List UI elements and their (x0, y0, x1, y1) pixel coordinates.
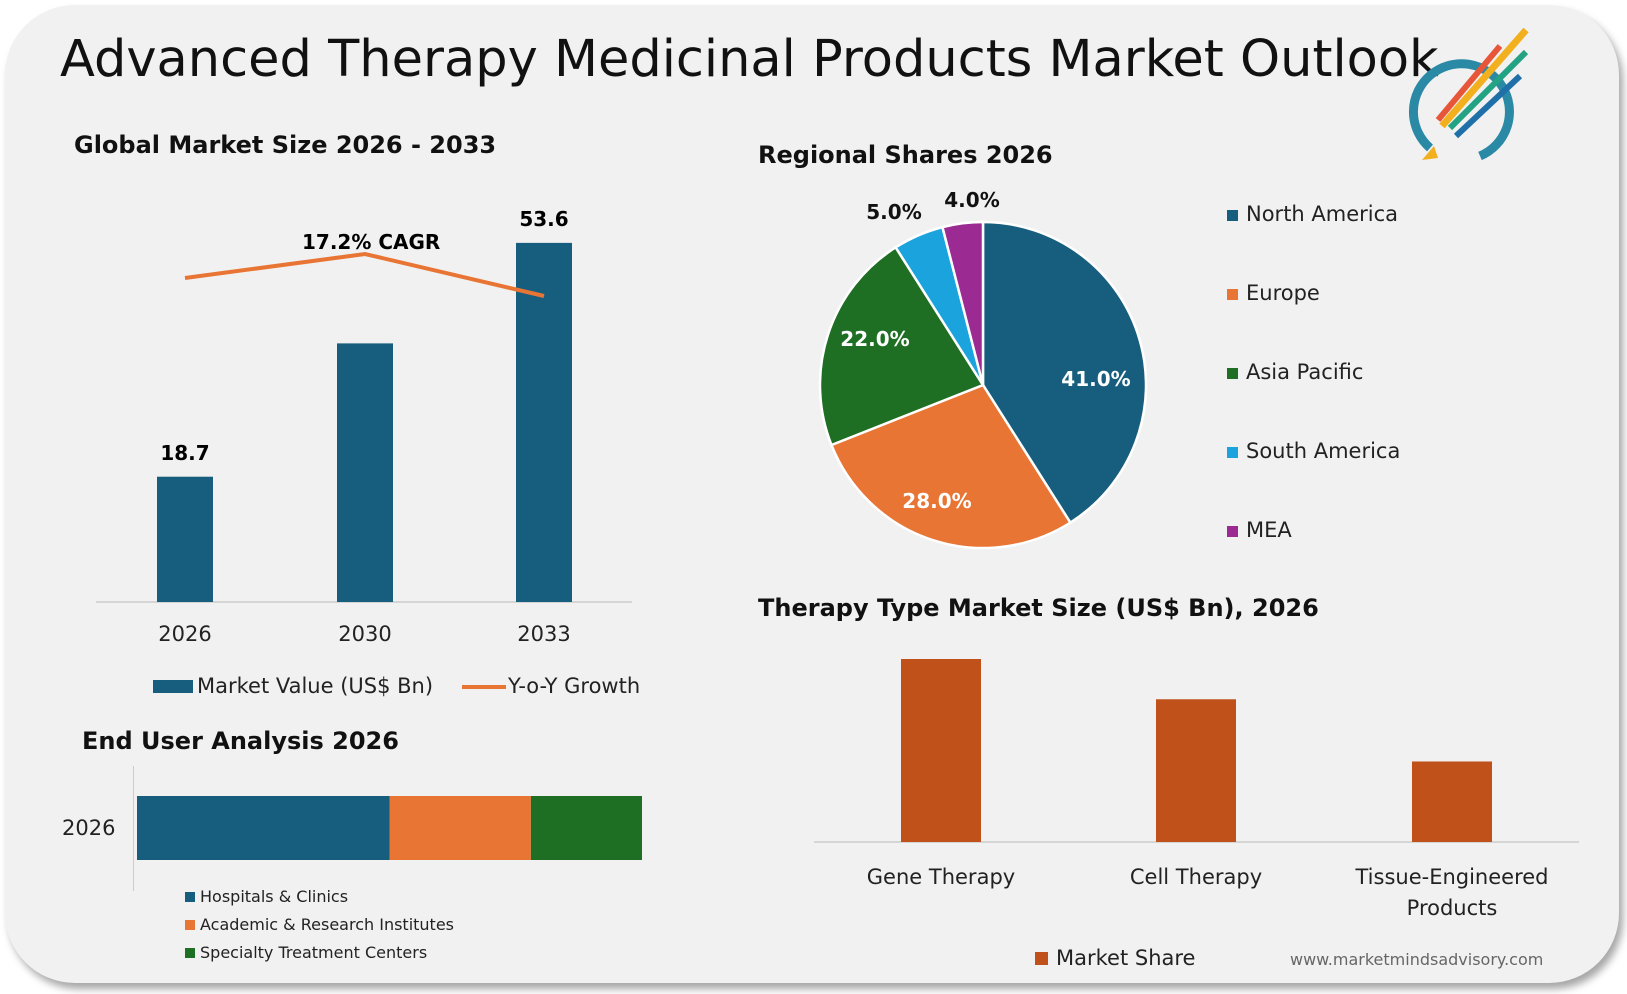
x-tick-label: Tissue-Engineered Products (1355, 865, 1549, 920)
legend-swatch (185, 920, 195, 930)
legend-swatch (1227, 526, 1238, 537)
bar-therapy (1156, 699, 1236, 842)
therapy-type-title: Therapy Type Market Size (US$ Bn), 2026 (758, 594, 1319, 622)
bar-therapy (901, 659, 981, 842)
x-tick-label: 2033 (517, 622, 571, 646)
bar-2026 (157, 476, 213, 602)
bar-2033 (516, 242, 572, 602)
y-axis-line (133, 766, 137, 891)
bar-segment (530, 796, 642, 860)
data-label: 22.0% (840, 327, 910, 351)
data-label: 4.0% (944, 188, 1000, 212)
bar-segment (137, 796, 390, 860)
legend-label: Specialty Treatment Centers (200, 943, 428, 962)
yoy-growth-line (184, 251, 545, 298)
regional-shares-title: Regional Shares 2026 (758, 141, 1053, 169)
legend-label: Academic & Research Institutes (200, 915, 454, 934)
website-url: www.marketmindsadvisory.com (1290, 950, 1544, 969)
pie-slice-asia-pacific (818, 245, 985, 447)
data-label: 41.0% (1061, 367, 1131, 391)
legend-label: MEA (1246, 518, 1292, 542)
legend-swatch (1227, 368, 1238, 379)
y-tick-label: 2026 (62, 816, 116, 840)
legend-label: South America (1246, 439, 1401, 463)
legend-label: Hospitals & Clinics (200, 887, 349, 906)
legend-label: Asia Pacific (1246, 360, 1364, 384)
cagr-annotation: 17.2% CAGR (302, 230, 441, 254)
data-label: 5.0% (866, 200, 922, 224)
data-label: 28.0% (902, 489, 972, 513)
legend-item: Specialty Treatment Centers (185, 943, 427, 962)
legend-swatch (185, 892, 195, 902)
legend-item: Europe (1227, 281, 1320, 305)
bar-therapy (1412, 761, 1492, 842)
bar-2030 (337, 343, 393, 602)
legend-label: Market Value (US$ Bn) (197, 674, 434, 698)
legend-label: Market Share (1056, 946, 1196, 970)
bar-segment (389, 796, 531, 860)
pie-slice-europe (829, 383, 1073, 550)
data-label: 53.6 (519, 206, 569, 231)
x-tick-label: Gene Therapy (866, 865, 1016, 889)
market-size-title: Global Market Size 2026 - 2033 (74, 131, 497, 159)
legend-item: Hospitals & Clinics (185, 887, 348, 906)
x-tick-label: Cell Therapy (1129, 865, 1263, 889)
x-tick-label: 2030 (338, 622, 392, 646)
page-title: Advanced Therapy Medicinal Products Mark… (60, 30, 1439, 89)
legend-label: North America (1246, 202, 1399, 226)
legend-item: MEA (1227, 518, 1292, 542)
legend-label: Y-o-Y Growth (508, 674, 641, 698)
legend-item: Academic & Research Institutes (185, 915, 454, 934)
legend-item: South America (1227, 439, 1400, 463)
legend-swatch (1227, 289, 1238, 300)
legend-swatch (1227, 447, 1238, 458)
x-tick-label: 2026 (158, 622, 212, 646)
legend-yoy-growth: Y-o-Y Growth (462, 674, 640, 698)
legend-swatch (185, 948, 195, 958)
legend-swatch (1227, 210, 1238, 221)
legend-item: North America (1227, 202, 1398, 226)
pie-slice-mea (940, 220, 985, 386)
legend-label: Europe (1246, 281, 1320, 305)
legend-market-share: Market Share (1035, 946, 1195, 970)
data-label: 18.7 (160, 440, 210, 465)
legend-market-value: Market Value (US$ Bn) (153, 674, 433, 698)
end-user-title: End User Analysis 2026 (82, 727, 399, 755)
legend-item: Asia Pacific (1227, 360, 1363, 384)
